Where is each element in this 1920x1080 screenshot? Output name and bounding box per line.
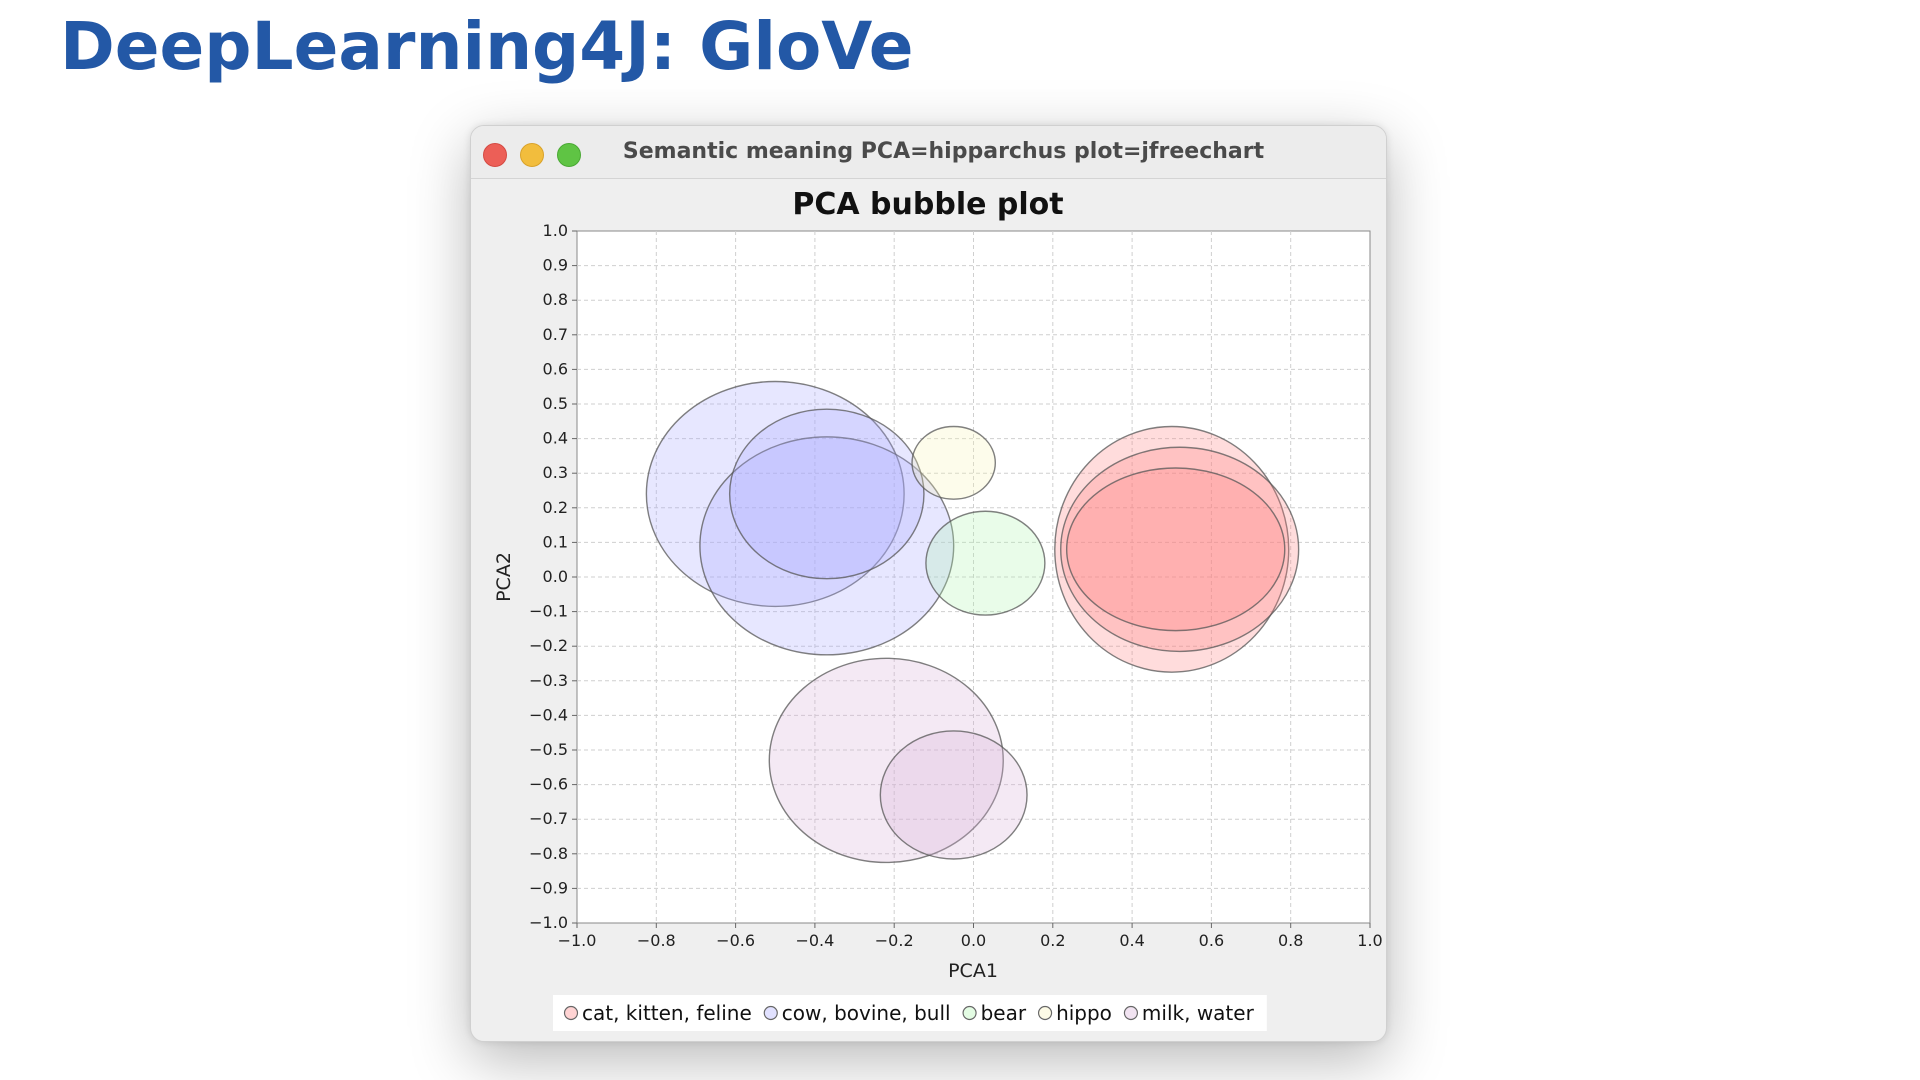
- x-tick-label: 0.6: [1199, 931, 1224, 950]
- x-tick-label: 0.4: [1119, 931, 1144, 950]
- y-tick-label: 0.0: [543, 567, 568, 586]
- y-tick-label: −0.9: [529, 878, 568, 897]
- x-tick-label: −0.4: [795, 931, 834, 950]
- window-title: Semantic meaning PCA=hipparchus plot=jfr…: [622, 139, 1265, 164]
- legend-swatch: [1037, 1005, 1053, 1021]
- legend-label: hippo: [1056, 1001, 1112, 1025]
- x-tick-label: −1.0: [558, 931, 597, 950]
- bubble-series-0: [1054, 425, 1290, 673]
- y-tick-label: −0.3: [529, 671, 568, 690]
- y-tick-label: 0.1: [543, 532, 568, 551]
- legend-swatch: [763, 1005, 778, 1021]
- legend-swatch: [1123, 1005, 1139, 1021]
- x-tick-label: 0.0: [961, 931, 986, 950]
- legend-label: cat, kitten, feline: [582, 1001, 752, 1025]
- bubble-series-1: [728, 408, 925, 580]
- x-axis-ticks: −1.0 −0.8 −0.6 −0.4 −0.2 0.0 0.2 0.4 0.6 0.8 1.0: [558, 923, 1383, 950]
- y-tick-label: −0.8: [529, 844, 568, 863]
- close-window-button[interactable]: [483, 143, 507, 167]
- x-tick-label: −0.2: [875, 931, 914, 950]
- legend-label: cow, bovine, bull: [782, 1001, 951, 1025]
- y-tick-label: −0.1: [529, 602, 568, 621]
- y-tick-label: −0.7: [529, 809, 568, 828]
- bubble-series-3: [911, 425, 997, 500]
- bubble-series-0: [1060, 446, 1300, 653]
- legend: cat, kitten, feline cow, bovine, bull bear…: [563, 1001, 1255, 1025]
- y-tick-label: 0.9: [543, 256, 568, 275]
- x-axis-label: PCA1: [948, 960, 998, 982]
- y-tick-label: −0.4: [529, 705, 568, 724]
- y-tick-label: 0.2: [543, 498, 568, 517]
- y-tick-label: −0.6: [529, 775, 568, 794]
- x-tick-label: 0.8: [1278, 931, 1303, 950]
- y-tick-label: −1.0: [529, 913, 568, 932]
- x-tick-label: 1.0: [1357, 931, 1382, 950]
- pca-bubble-chart: PCA bubble plot −1.0 −0.8 −0.6 −0.4 −0.2 0.0 0…: [493, 187, 1383, 1031]
- x-tick-label: −0.8: [637, 931, 676, 950]
- y-tick-label: 0.6: [543, 359, 568, 378]
- legend-label: bear: [981, 1001, 1027, 1025]
- zoom-window-button[interactable]: [557, 143, 581, 167]
- bubble-series-0: [1065, 467, 1286, 632]
- y-tick-label: 0.8: [543, 290, 568, 309]
- bubble-series-2: [925, 510, 1046, 616]
- y-tick-label: 0.4: [543, 429, 568, 448]
- y-tick-label: 0.3: [543, 463, 568, 482]
- bubble-series-1: [699, 436, 955, 656]
- window-titlebar[interactable]: Semantic meaning PCA=hipparchus plot=jfr…: [471, 126, 1386, 179]
- y-axis-label: PCA2: [493, 552, 515, 602]
- bubble-series-4: [879, 730, 1028, 860]
- y-tick-label: 0.5: [543, 394, 568, 413]
- y-tick-label: −0.2: [529, 636, 568, 655]
- legend-swatch: [962, 1005, 977, 1021]
- chart-title: PCA bubble plot: [792, 187, 1063, 222]
- bubble-series-4: [768, 657, 1004, 864]
- y-tick-label: −0.5: [529, 740, 568, 759]
- legend-swatch: [563, 1005, 579, 1021]
- y-tick-label: 0.7: [543, 325, 568, 344]
- bubble-layer: [645, 380, 1300, 864]
- x-tick-label: 0.2: [1040, 931, 1065, 950]
- legend-box: [553, 995, 1267, 1031]
- y-axis-ticks: 1.0 0.9 0.8 0.7 0.6 0.5 0.4 0.3 0.2 0.1 0.0 −0.1 −0.…: [529, 221, 577, 932]
- y-tick-label: 1.0: [543, 221, 568, 240]
- x-tick-label: −0.6: [716, 931, 755, 950]
- chart-window[interactable]: Semantic meaning PCA=hipparchus plot=jfr…: [470, 125, 1387, 1042]
- legend-label: milk, water: [1142, 1001, 1255, 1025]
- minimize-window-button[interactable]: [520, 143, 544, 167]
- slide-title: DeepLearning4J: GloVe: [60, 8, 914, 85]
- grid: [577, 231, 1370, 923]
